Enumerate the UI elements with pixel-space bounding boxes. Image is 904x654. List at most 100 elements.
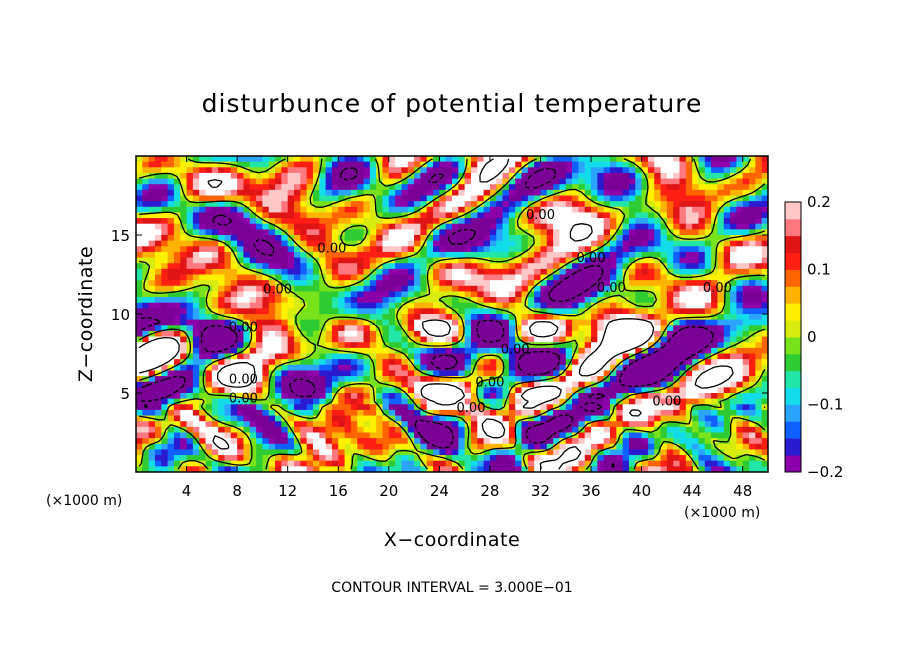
field-cell (136, 195, 143, 202)
field-cell (698, 268, 706, 276)
field-cell (572, 189, 579, 197)
field-cell (641, 342, 649, 349)
field-cell (426, 240, 434, 247)
field-cell (610, 291, 617, 298)
field-cell (730, 156, 737, 163)
field-cell (382, 172, 390, 180)
field-cell (641, 223, 649, 230)
field-cell (186, 421, 194, 428)
field-cell (496, 206, 504, 214)
field-cell (559, 330, 567, 338)
field-cell (723, 364, 731, 372)
field-cell (142, 347, 150, 355)
field-cell (268, 409, 276, 417)
field-cell (439, 336, 447, 343)
field-cell (641, 325, 649, 332)
field-cell (654, 285, 662, 293)
field-cell (711, 432, 719, 439)
field-cell (287, 172, 295, 180)
field-cell (692, 353, 700, 360)
field-cell (597, 206, 605, 214)
field-cell (445, 353, 453, 360)
field-cell (730, 432, 737, 439)
field-cell (312, 251, 320, 259)
field-cell (521, 347, 529, 355)
field-cell (641, 404, 649, 411)
field-cell (433, 184, 440, 191)
field-cell (395, 212, 403, 219)
field-cell (376, 415, 384, 422)
field-cell (186, 274, 194, 281)
field-cell (723, 308, 731, 315)
field-cell (704, 409, 712, 417)
field-cell (704, 212, 712, 219)
field-cell (218, 280, 226, 287)
field-cell (294, 302, 301, 309)
field-cell (338, 415, 346, 422)
field-cell (331, 280, 339, 287)
field-cell (243, 184, 251, 191)
field-cell (458, 432, 466, 439)
field-cell (433, 172, 440, 180)
field-cell (287, 206, 295, 214)
field-cell (211, 381, 219, 388)
field-cell (287, 189, 295, 197)
field-cell (369, 218, 377, 225)
field-cell (388, 167, 396, 174)
field-cell (521, 359, 529, 366)
field-cell (584, 218, 592, 225)
field-cell (312, 393, 320, 400)
field-cell (704, 263, 712, 270)
field-cell (369, 195, 377, 202)
field-cell (660, 195, 668, 202)
field-cell (666, 268, 674, 276)
field-cell (161, 347, 169, 355)
field-cell (711, 421, 719, 428)
field-cell (679, 223, 687, 230)
field-cell (256, 156, 263, 163)
field-cell (654, 336, 662, 343)
field-cell (312, 302, 320, 309)
field-cell (496, 263, 504, 270)
field-cell (401, 201, 409, 208)
field-cell (458, 274, 466, 281)
field-cell (546, 291, 554, 298)
field-cell (173, 297, 181, 304)
field-cell (275, 201, 282, 208)
field-cell (635, 353, 643, 360)
field-cell (673, 156, 681, 163)
field-cell (572, 415, 579, 422)
field-cell (224, 297, 232, 304)
field-cell (616, 308, 624, 315)
field-cell (635, 184, 643, 191)
field-cell (616, 251, 624, 259)
field-cell (407, 274, 415, 281)
field-cell (338, 342, 346, 349)
field-cell (546, 218, 554, 225)
field-cell (622, 370, 630, 377)
field-cell (502, 212, 510, 219)
field-cell (192, 246, 200, 253)
field-cell (666, 297, 674, 304)
field-cell (357, 364, 365, 372)
field-cell (464, 325, 472, 332)
field-cell (584, 426, 592, 434)
field-cell (350, 404, 358, 411)
field-cell (553, 223, 561, 230)
field-cell (211, 353, 219, 360)
field-cell (610, 240, 617, 247)
field-cell (666, 167, 674, 174)
field-cell (584, 409, 592, 417)
field-cell (464, 370, 472, 377)
field-cell (173, 364, 181, 372)
field-cell (553, 212, 561, 219)
field-cell (730, 330, 737, 338)
field-cell (534, 370, 542, 377)
field-cell (331, 432, 339, 439)
field-cell (565, 421, 573, 428)
field-cell (433, 404, 440, 411)
field-cell (679, 314, 687, 321)
field-cell (610, 251, 617, 259)
field-cell (243, 336, 251, 343)
field-cell (331, 246, 339, 253)
